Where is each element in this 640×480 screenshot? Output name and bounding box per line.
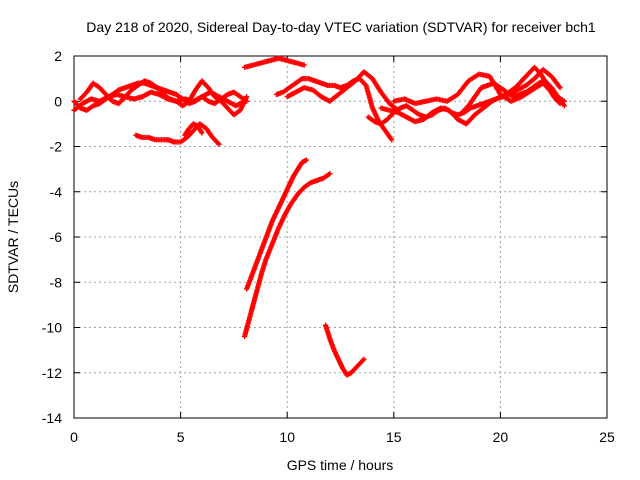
y-tick-label: -8 bbox=[50, 274, 63, 290]
x-tick-label: 15 bbox=[386, 429, 402, 445]
data-point bbox=[303, 157, 309, 163]
y-ticks: -14 -12 -10 -8 -6 -4 -2 0 2 bbox=[42, 48, 607, 426]
series-track-12 bbox=[365, 64, 563, 127]
data-marks bbox=[71, 55, 567, 378]
data-point bbox=[557, 85, 563, 91]
series-track-15 bbox=[459, 78, 567, 116]
x-tick-label: 0 bbox=[70, 429, 78, 445]
data-point bbox=[301, 62, 307, 68]
data-point bbox=[361, 356, 367, 362]
series-track-13 bbox=[378, 66, 563, 127]
chart-title: Day 218 of 2020, Sidereal Day-to-day VTE… bbox=[86, 19, 596, 35]
y-tick-label: -4 bbox=[50, 184, 63, 200]
series-track-4 bbox=[133, 121, 222, 147]
data-point bbox=[561, 103, 567, 109]
series-track-3 bbox=[71, 89, 248, 113]
data-point bbox=[327, 171, 333, 177]
x-tick-label: 5 bbox=[177, 429, 185, 445]
data-point bbox=[389, 137, 395, 143]
series-track-6 bbox=[244, 157, 309, 292]
series-track-5 bbox=[182, 121, 205, 138]
y-tick-label: -12 bbox=[42, 365, 62, 381]
x-axis-label: GPS time / hours bbox=[287, 457, 394, 473]
x-tick-label: 25 bbox=[599, 429, 615, 445]
x-ticks: 0 5 10 15 20 25 bbox=[70, 56, 615, 445]
y-tick-label: 2 bbox=[54, 48, 62, 64]
series-track-8 bbox=[241, 55, 307, 70]
data-point bbox=[244, 94, 250, 100]
series-track-7 bbox=[241, 171, 333, 340]
data-point bbox=[241, 98, 248, 104]
grid bbox=[74, 56, 607, 418]
y-tick-label: -6 bbox=[50, 229, 63, 245]
y-tick-label: -10 bbox=[42, 320, 62, 336]
y-axis-label: SDTVAR / TECUs bbox=[5, 181, 21, 293]
y-tick-label: -14 bbox=[42, 410, 62, 426]
data-point bbox=[216, 141, 222, 147]
data-point bbox=[199, 130, 205, 136]
x-tick-label: 20 bbox=[493, 429, 509, 445]
x-tick-label: 10 bbox=[279, 429, 295, 445]
y-tick-label: -2 bbox=[50, 139, 63, 155]
series-track-9 bbox=[322, 322, 367, 378]
y-tick-label: 0 bbox=[54, 93, 62, 109]
